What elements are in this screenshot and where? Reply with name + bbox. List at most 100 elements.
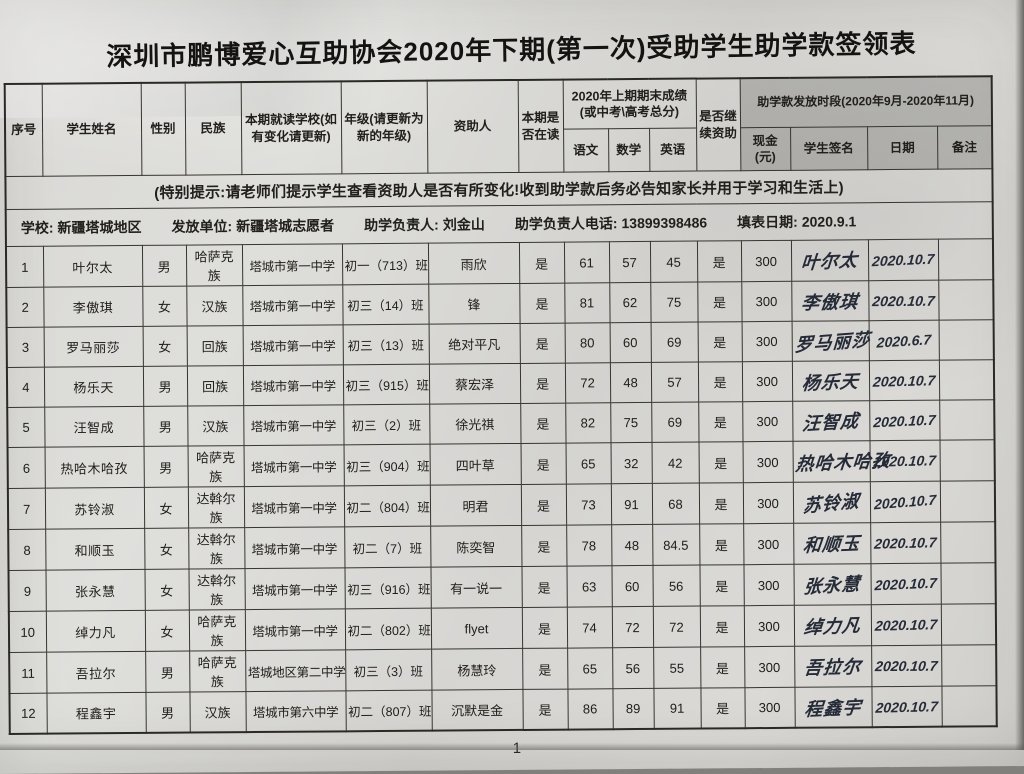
cell-remark <box>939 480 996 523</box>
cell-gender: 女 <box>143 487 189 529</box>
cell-cash: 300 <box>741 281 792 322</box>
cell-chinese: 65 <box>567 647 613 690</box>
cell-seq: 2 <box>6 287 44 328</box>
header-payout-group: 助学款发放时段(2020年9月-2020年11月) <box>739 76 993 128</box>
cell-sponsor: 陈奕智 <box>430 525 522 568</box>
cell-sign_date: 2020.10.7 <box>871 686 942 728</box>
cell-math: 48 <box>611 524 653 566</box>
cell-math: 56 <box>612 647 654 689</box>
cell-grade: 初二（802）班 <box>344 608 432 650</box>
cell-math: 60 <box>609 322 651 363</box>
cell-chinese: 86 <box>567 688 613 730</box>
cell-english: 69 <box>651 402 699 443</box>
info-line: 学校: 新疆塔城地区 发放单位: 新疆塔城志愿者 助学负责人: 刘金山 助学负责… <box>9 210 990 238</box>
cell-gender: 女 <box>142 326 187 367</box>
cell-gender: 男 <box>141 245 187 287</box>
cell-enrolled: 是 <box>519 323 565 364</box>
header-name: 学生姓名 <box>41 82 142 177</box>
cell-sign_date: 2020.10.7 <box>868 360 940 401</box>
cell-sign_date: 2020.10.7 <box>870 604 942 646</box>
cell-name: 绰力凡 <box>45 610 146 653</box>
cell-sign_date: 2020.10.7 <box>871 645 942 687</box>
cell-school: 塔城地区第二中学 <box>245 649 345 692</box>
cell-school: 塔城市第一中学 <box>243 485 345 528</box>
cell-grade: 初二（807）班 <box>345 690 432 732</box>
cell-remark <box>940 603 997 646</box>
cell-sign_date: 2020.10.7 <box>870 563 941 605</box>
cell-remark <box>940 562 996 605</box>
header-row-1: 序号 学生姓名 性别 民族 本期就读学校(如有变化请更新) 年级(请更新为新的年… <box>4 76 993 177</box>
cell-cont: 是 <box>700 687 745 729</box>
cell-ethnic: 达斡尔族 <box>187 486 245 529</box>
cell-sponsor: 蔡宏泽 <box>428 363 521 405</box>
cell-seq: 6 <box>7 447 45 489</box>
cell-seq: 7 <box>7 488 46 530</box>
cell-sign_date: 2020.10.7 <box>870 522 941 564</box>
cell-gender: 女 <box>144 569 189 611</box>
cell-name: 罗马丽莎 <box>43 326 143 368</box>
cell-sign_date: 2020.10.7 <box>868 280 939 321</box>
cell-sign: 罗马丽莎 <box>791 320 871 362</box>
cell-remark <box>937 238 994 281</box>
cell-seq: 12 <box>9 693 47 734</box>
cell-cont: 是 <box>699 605 745 648</box>
cell-english: 75 <box>650 282 698 323</box>
cell-name: 程鑫宇 <box>46 692 146 734</box>
cell-chinese: 74 <box>566 606 613 649</box>
cell-math: 32 <box>610 442 652 484</box>
cell-sponsor: 徐光祺 <box>429 403 521 445</box>
school-label: 学校: <box>20 219 54 236</box>
cell-grade: 初三（904）班 <box>343 444 430 486</box>
cell-cont: 是 <box>696 240 742 283</box>
cell-remark <box>938 279 994 321</box>
cell-cont: 是 <box>698 401 743 443</box>
cell-english: 55 <box>653 647 701 689</box>
cell-math: 57 <box>608 241 651 283</box>
issuer-label: 发放单位: <box>171 218 233 235</box>
header-seq: 序号 <box>4 83 43 177</box>
table-body: 1 叶尔太男哈萨克族 塔城市第一中学 初一（713）班 雨欣是 61 57 45 是 300 叶尔太… <box>5 238 997 734</box>
cell-chinese: 65 <box>565 442 611 485</box>
header-continue: 是否继续资助 <box>695 78 741 172</box>
cell-english: 45 <box>649 241 698 283</box>
cell-seq: 3 <box>6 327 44 368</box>
cell-chinese: 81 <box>564 282 610 324</box>
cell-sign_date: 2020.6.7 <box>868 320 939 361</box>
cell-enrolled: 是 <box>519 363 566 404</box>
cell-name: 汪智成 <box>44 406 144 448</box>
cell-remark <box>939 439 995 482</box>
cell-ethnic: 达斡尔族 <box>188 568 245 611</box>
cell-cash: 300 <box>742 401 793 442</box>
header-sponsor: 资助人 <box>426 79 519 174</box>
cell-school: 塔城市第一中学 <box>242 324 343 366</box>
cell-sign: 程鑫宇 <box>794 686 872 728</box>
header-math: 数学 <box>608 128 650 172</box>
photo-right-edge <box>1015 0 1024 750</box>
cell-enrolled: 是 <box>521 607 568 649</box>
cell-ethnic: 汉族 <box>189 691 246 733</box>
cell-school: 塔城市第一中学 <box>244 526 345 569</box>
cell-remark <box>938 359 995 401</box>
cell-seq: 11 <box>9 652 47 694</box>
cell-english: 91 <box>653 688 701 729</box>
cell-grade: 初三（916）班 <box>344 567 431 609</box>
header-scores-group: 2020年上期期末成绩 (或中考\高考总分) <box>562 78 697 130</box>
cell-enrolled: 是 <box>521 566 567 608</box>
cell-english: 69 <box>650 322 698 363</box>
cell-enrolled: 是 <box>521 525 567 567</box>
cell-cash: 300 <box>741 361 793 402</box>
cell-grade: 初三（915）班 <box>342 364 430 405</box>
cell-sponsor: 沉默是金 <box>431 689 523 731</box>
cell-enrolled: 是 <box>520 484 567 526</box>
cell-enrolled: 是 <box>522 689 568 730</box>
cell-gender: 男 <box>145 692 190 733</box>
cell-cont: 是 <box>699 564 744 607</box>
cell-english: 42 <box>651 442 699 484</box>
header-english: 英语 <box>649 128 697 172</box>
cell-name: 和顺玉 <box>45 528 145 571</box>
cell-chinese: 72 <box>564 362 611 404</box>
cell-seq: 9 <box>8 570 46 612</box>
cell-math: 91 <box>610 483 653 525</box>
